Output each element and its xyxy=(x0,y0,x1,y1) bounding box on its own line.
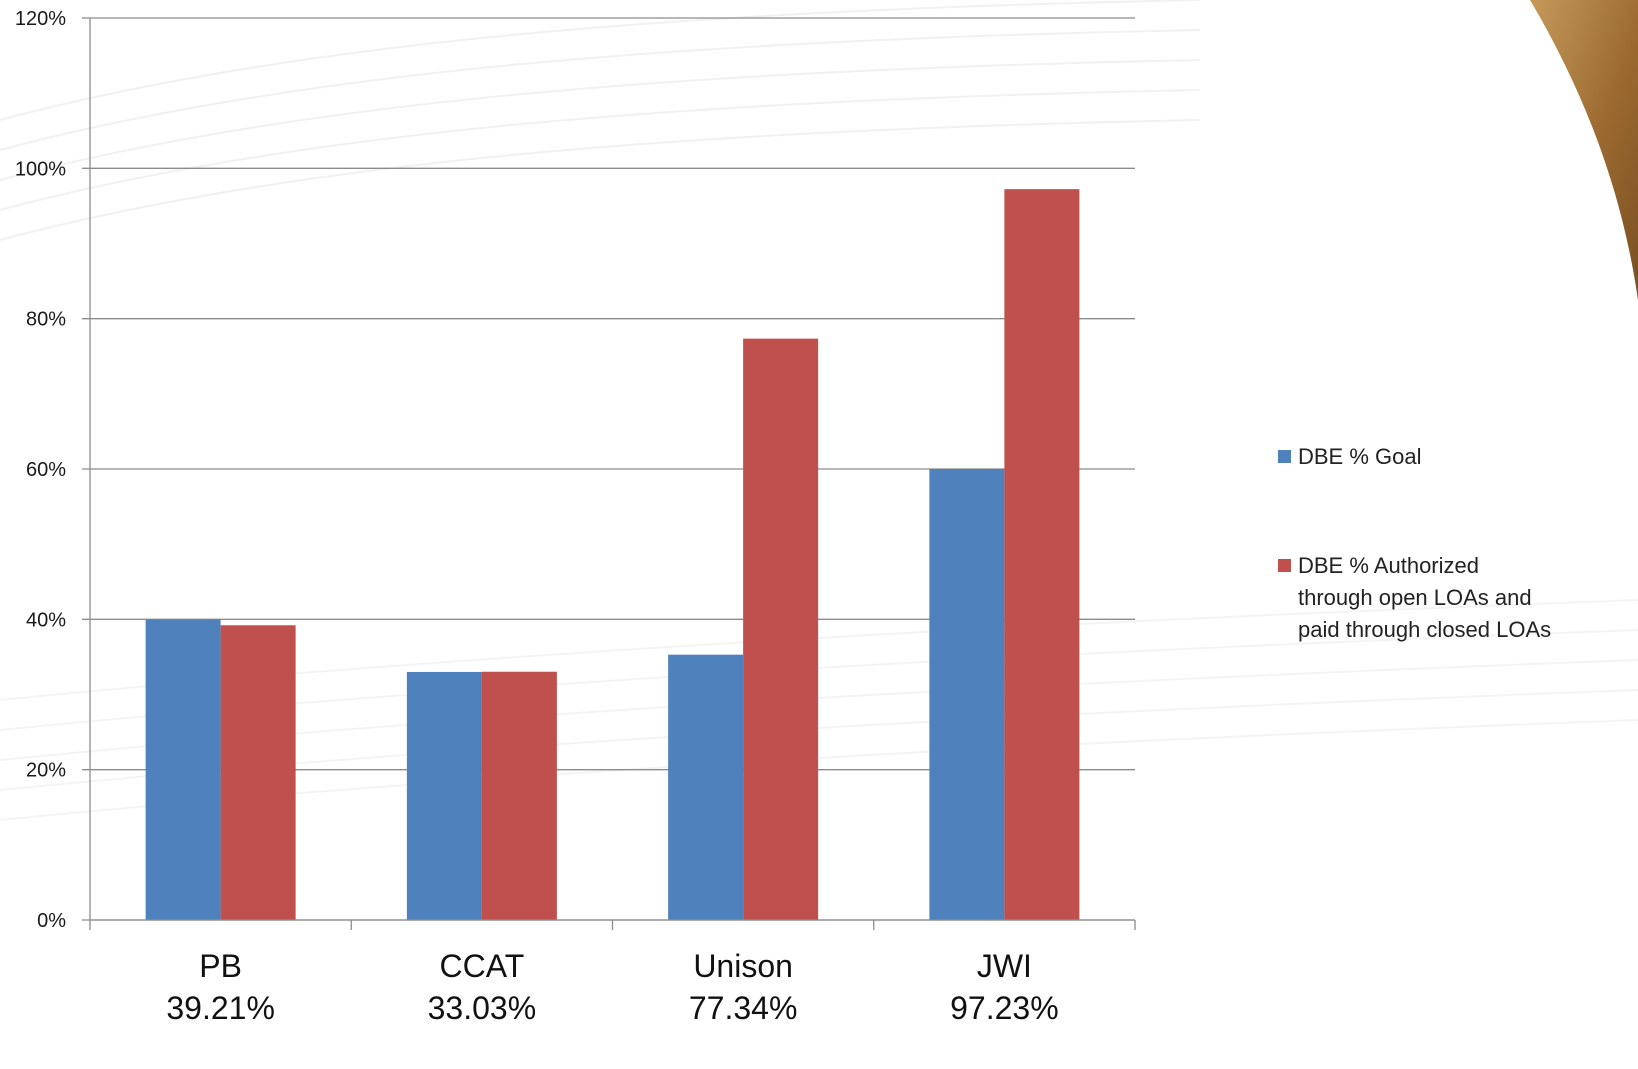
category-value-label: 97.23% xyxy=(950,990,1059,1026)
category-label: PB xyxy=(199,948,242,984)
legend-label: through open LOAs and xyxy=(1298,585,1532,610)
bar-goal-ccat xyxy=(406,671,482,920)
legend-label: DBE % Goal xyxy=(1298,444,1422,469)
y-tick-label: 120% xyxy=(15,8,66,30)
y-tick-label: 60% xyxy=(26,459,66,481)
y-axis: 0% 20% 40% 60% 80% 100% 120% xyxy=(15,8,91,932)
legend-swatch-goal xyxy=(1278,450,1291,463)
bar-goal-unison xyxy=(668,654,744,920)
y-tick-label: 80% xyxy=(26,309,66,331)
legend: DBE % Goal DBE % Authorized through open L… xyxy=(1278,444,1551,642)
category-label: JWI xyxy=(977,948,1032,984)
y-tick-label: 0% xyxy=(37,910,66,932)
bars xyxy=(145,189,1080,921)
category-label: Unison xyxy=(693,948,793,984)
bar-authorized-pb xyxy=(220,625,296,920)
bar-authorized-jwi xyxy=(1004,189,1080,921)
category-value-label: 77.34% xyxy=(689,990,798,1026)
bar-authorized-unison xyxy=(743,338,819,920)
legend-label: DBE % Authorized xyxy=(1298,553,1479,578)
bar-authorized-ccat xyxy=(481,671,557,920)
corner-accent xyxy=(1530,0,1638,300)
category-value-label: 39.21% xyxy=(166,990,275,1026)
x-axis: PB 39.21% CCAT 33.03% Unison 77.34% JWI 97.23% xyxy=(89,919,1136,1026)
y-tick-label: 20% xyxy=(26,760,66,782)
legend-label: paid through closed LOAs xyxy=(1298,617,1551,642)
bar-goal-jwi xyxy=(929,469,1005,920)
legend-swatch-authorized xyxy=(1278,559,1291,572)
bar-goal-pb xyxy=(145,619,221,920)
y-tick-label: 100% xyxy=(15,158,66,180)
y-tick-label: 40% xyxy=(26,609,66,631)
category-value-label: 33.03% xyxy=(428,990,537,1026)
category-label: CCAT xyxy=(440,948,525,984)
